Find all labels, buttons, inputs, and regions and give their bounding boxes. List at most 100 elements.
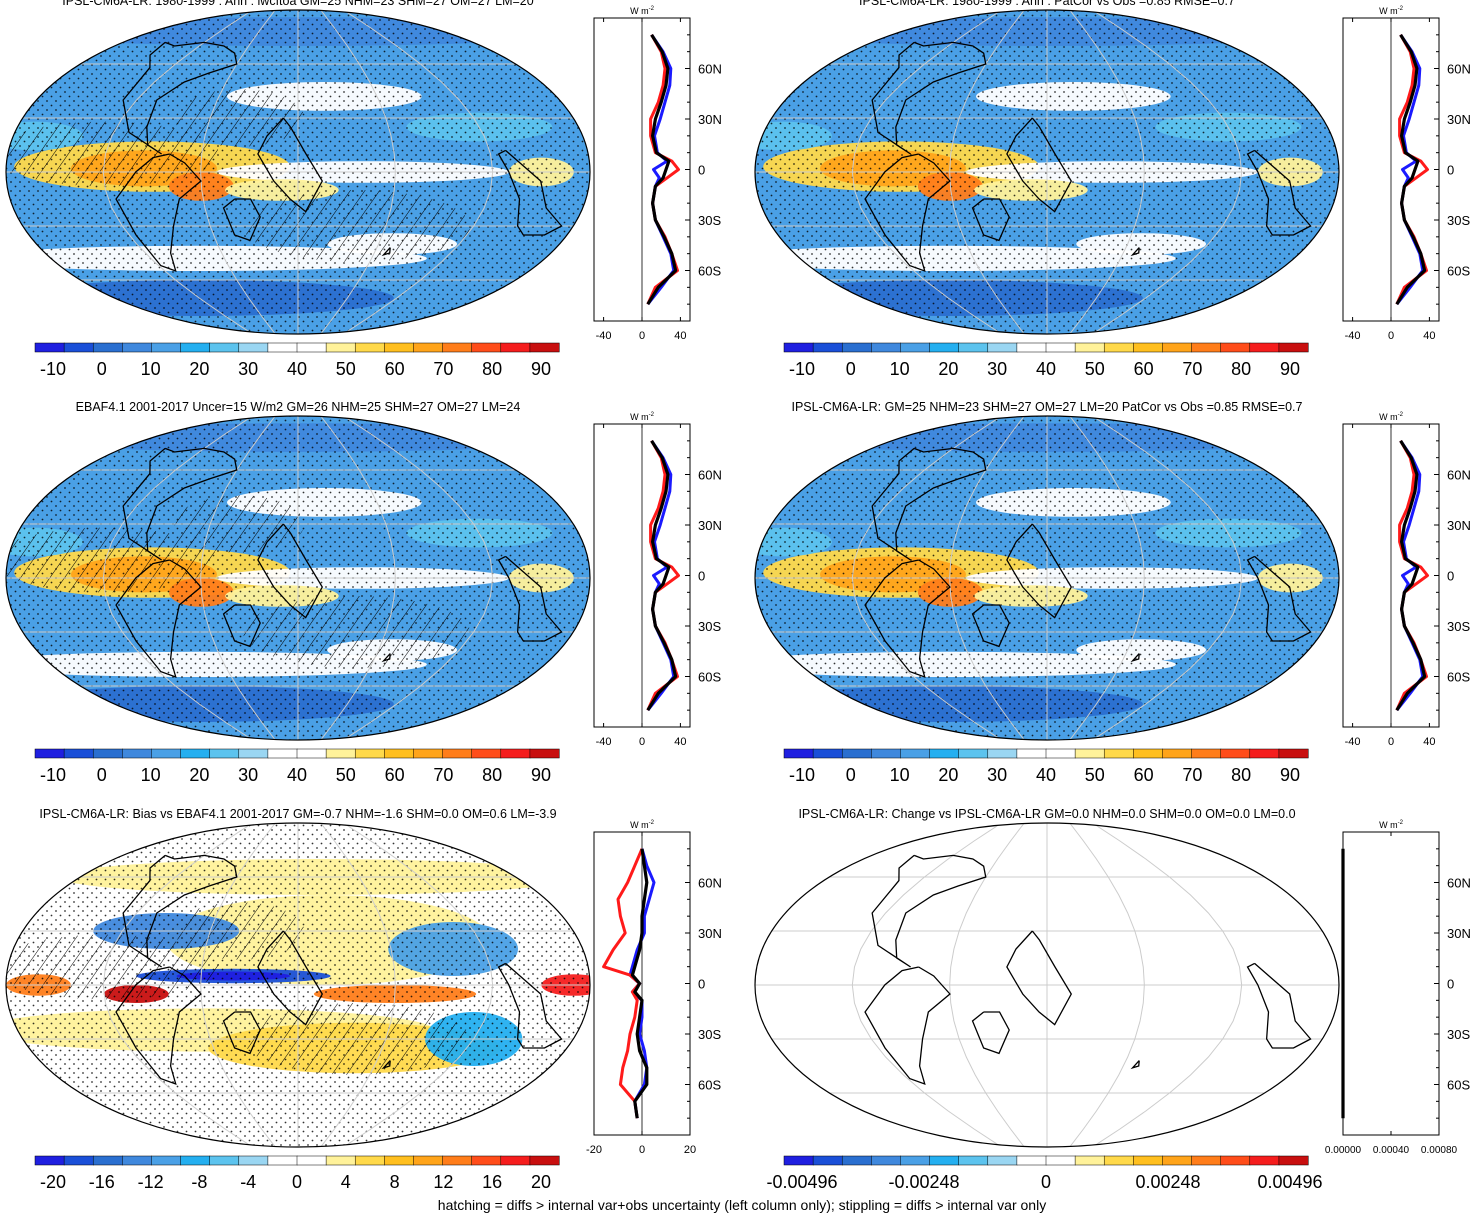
- coastline: [971, 604, 1010, 648]
- colorbar-swatch: [296, 342, 327, 353]
- colorbar-tick-label: 30: [987, 765, 1007, 785]
- zonal-x-tick-label: 0.00040: [1373, 1145, 1410, 1156]
- colorbar: -10 0 10 20 30 40 50 60 70 80 90: [783, 342, 1309, 379]
- colorbar-tick-label: 10: [141, 359, 161, 379]
- colorbar-swatch: [841, 1155, 872, 1166]
- footer-note: hatching = diffs > internal var+obs unce…: [438, 1197, 1046, 1213]
- colorbar-swatch: [354, 1155, 385, 1166]
- map-border: [5, 415, 591, 741]
- colorbar-swatch: [92, 748, 123, 759]
- zonal-x-tick-label: -20: [586, 1144, 602, 1156]
- coastline: [381, 653, 391, 663]
- zonal-series-black: [1395, 33, 1427, 306]
- colorbar-swatch: [1103, 342, 1134, 353]
- colorbar-tick-label: -4: [240, 1172, 256, 1192]
- coastline: [871, 854, 987, 968]
- zonal-series-blue: [1395, 439, 1425, 712]
- coastline: [497, 962, 563, 1049]
- colorbar-swatch: [783, 342, 814, 353]
- colorbar-tick-label: 90: [1280, 359, 1300, 379]
- colorbar-tick-label: -10: [789, 765, 815, 785]
- zonal-lat-tick-label: 60S: [1447, 264, 1470, 279]
- graticule-meridian: [1092, 10, 1243, 334]
- zonal-lat-tick-label: 60S: [698, 670, 721, 685]
- zonal-x-tick-label: 0: [639, 736, 645, 748]
- map-border: [754, 822, 1340, 1148]
- colorbar-tick-label: 0.00496: [1257, 1172, 1322, 1192]
- zonal-unit-label: W m-2: [1379, 820, 1403, 830]
- coastline: [1006, 523, 1073, 619]
- graticule-meridian: [1092, 823, 1243, 1147]
- colorbar-tick-label: 12: [433, 1172, 453, 1192]
- coastline: [381, 247, 391, 257]
- colorbar-tick-label: -8: [191, 1172, 207, 1192]
- colorbar-swatch: [929, 342, 960, 353]
- colorbar-tick-label: 0: [1041, 1172, 1051, 1192]
- colorbar-tick-label: 0: [97, 765, 107, 785]
- zonal-x-tick-label: 40: [1423, 330, 1435, 342]
- colorbar-swatch: [92, 342, 123, 353]
- zonal-lat-tick-label: 0: [1447, 977, 1454, 992]
- coastline: [864, 153, 951, 273]
- coastline: [871, 41, 987, 155]
- colorbar-tick-label: 80: [482, 765, 502, 785]
- zonal-x-tick-label: 40: [674, 330, 686, 342]
- zonal-panel-model-clim: -40 0 40 W m-2 60N 30N 0 30S 60S: [593, 6, 722, 342]
- coastline: [1006, 930, 1073, 1026]
- zonal-lat-tick-label: 0: [698, 569, 705, 584]
- zonal-x-tick-label: 0: [1388, 330, 1394, 342]
- colorbar-swatch: [812, 1155, 843, 1166]
- colorbar-swatch: [900, 342, 931, 353]
- colorbar-swatch: [500, 748, 531, 759]
- colorbar-swatch: [987, 748, 1018, 759]
- colorbar-swatch: [34, 1155, 65, 1166]
- colorbar-swatch: [871, 342, 901, 353]
- colorbar-swatch: [900, 1155, 931, 1166]
- colorbar-tick-label: 90: [531, 765, 551, 785]
- zonal-lat-tick-label: 60N: [698, 62, 722, 77]
- colorbar-swatch: [354, 748, 385, 759]
- colorbar-tick-label: 20: [938, 765, 958, 785]
- coastline: [122, 41, 238, 155]
- colorbar-tick-label: 80: [1231, 765, 1251, 785]
- colorbar-tick-label: 20: [938, 359, 958, 379]
- colorbar-tick-label: 50: [1085, 765, 1105, 785]
- coastline: [1246, 555, 1312, 642]
- colorbar-swatch: [783, 748, 814, 759]
- colorbar: -10 0 10 20 30 40 50 60 70 80 90: [34, 748, 560, 785]
- coastline: [1130, 1060, 1140, 1070]
- colorbar-swatch: [122, 748, 152, 759]
- colorbar-tick-label: 70: [1182, 765, 1202, 785]
- colorbar-swatch: [122, 342, 152, 353]
- zonal-lat-tick-label: 30N: [1447, 112, 1471, 127]
- colorbar-swatch: [841, 748, 872, 759]
- colorbar-swatch: [1220, 1155, 1251, 1166]
- colorbar-swatch: [1074, 342, 1105, 353]
- colorbar-tick-label: -10: [40, 765, 66, 785]
- zonal-x-tick-label: 0: [639, 1144, 645, 1156]
- colorbar-swatch: [1249, 748, 1280, 759]
- colorbar-swatch: [413, 1155, 444, 1166]
- colorbar-swatch: [812, 342, 843, 353]
- colorbar-swatch: [267, 748, 298, 759]
- colorbar-swatch: [987, 1155, 1018, 1166]
- zonal-lat-tick-label: 60S: [1447, 670, 1470, 685]
- graticule-meridian: [1069, 416, 1145, 740]
- colorbar-tick-label: 40: [1036, 359, 1056, 379]
- colorbar-swatch: [34, 748, 65, 759]
- colorbar-swatch: [1133, 1155, 1163, 1166]
- coastline: [1130, 653, 1140, 663]
- coastline: [871, 447, 987, 561]
- colorbar-tick-label: 20: [189, 359, 209, 379]
- colorbar-swatch: [180, 1155, 211, 1166]
- colorbar-swatch: [296, 1155, 327, 1166]
- zonal-lat-tick-label: 30S: [1447, 213, 1470, 228]
- zonal-x-tick-label: -40: [1345, 736, 1361, 748]
- colorbar-swatch: [325, 748, 356, 759]
- coastline: [971, 198, 1010, 242]
- zonal-lat-tick-label: 30S: [1447, 1027, 1470, 1042]
- colorbar-swatch: [1133, 342, 1163, 353]
- colorbar-swatch: [529, 1155, 560, 1166]
- graticule-meridian: [1069, 10, 1145, 334]
- graticule-meridian: [851, 10, 1002, 334]
